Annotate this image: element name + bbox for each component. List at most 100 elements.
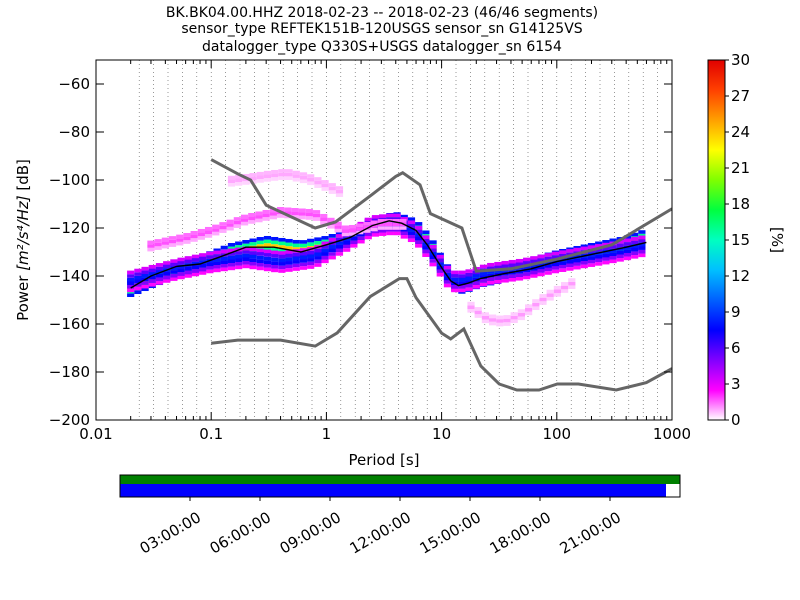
psd-cell [213, 268, 221, 273]
psd-cell [580, 264, 588, 269]
psd-cell [467, 301, 475, 306]
psd-cell [515, 276, 524, 281]
psd-cell [240, 221, 249, 226]
psd-cell [285, 246, 293, 250]
psd-cell [566, 249, 574, 253]
psd-cell [249, 258, 257, 262]
psd-cell [235, 178, 243, 183]
psd-cell [271, 244, 279, 248]
psd-cell [530, 256, 538, 260]
psd-cell [384, 226, 393, 230]
psd-cell [631, 232, 639, 237]
psd-cell [587, 245, 596, 249]
psd-cell [307, 254, 315, 259]
psd-cell [227, 262, 236, 267]
psd-cell [544, 267, 552, 272]
psd-cell [271, 247, 279, 252]
psd-cell [284, 207, 292, 212]
psd-cell [249, 247, 257, 252]
psd-cell [227, 252, 236, 256]
psd-cell [638, 242, 646, 247]
psd-cell [595, 244, 603, 248]
psd-cell [127, 277, 135, 282]
timeline-tick-label: 15:00:00 [417, 508, 484, 557]
psd-cell [415, 222, 423, 226]
psd-cell [299, 240, 308, 244]
psd-cell [220, 249, 228, 254]
psd-cell [356, 227, 364, 231]
psd-cell [508, 274, 516, 278]
psd-cell [177, 261, 185, 265]
psd-cell [392, 219, 400, 223]
psd-cell [176, 238, 184, 242]
psd-cell [328, 237, 336, 242]
psd-cell [292, 174, 300, 178]
psd-cell [262, 209, 270, 214]
psd-cell [364, 232, 372, 236]
psd-cell [233, 224, 241, 228]
psd-cell [494, 261, 502, 266]
psd-cell [465, 276, 473, 281]
psd-cell [134, 268, 142, 273]
psd-cell [249, 173, 257, 177]
psd-cell [314, 248, 322, 253]
psd-cell [587, 263, 596, 267]
psd-cell [127, 293, 135, 297]
psd-cell [256, 179, 264, 183]
colorbar-tick-label: 6 [731, 339, 741, 357]
psd-cell [220, 267, 228, 272]
psd-cell [170, 259, 178, 263]
psd-cell [134, 272, 142, 276]
psd-cell [458, 274, 466, 278]
colorbar-label: [%] [768, 227, 786, 253]
segment-coverage-bar [120, 484, 666, 497]
colorbar-tick-label: 27 [731, 87, 750, 105]
timeline-tick-label: 06:00:00 [207, 508, 274, 557]
psd-cell [551, 266, 560, 270]
psd-cell [523, 275, 531, 280]
psd-cell [602, 257, 610, 261]
psd-cell [321, 180, 329, 184]
y-tick-label: −120 [49, 219, 90, 237]
psd-cell [523, 257, 531, 262]
psd-cell [587, 243, 596, 247]
psd-cell [170, 262, 178, 267]
colorbar: 0 3 6 9 12 15 18 21 24 27 30 [707, 51, 750, 429]
psd-cell [530, 259, 538, 264]
psd-cell [155, 266, 164, 271]
psd-cell [242, 261, 250, 265]
psd-cell [580, 261, 588, 265]
psd-cell [256, 244, 264, 248]
psd-cell [235, 245, 243, 249]
psd-cell [561, 282, 569, 286]
psd-cell [415, 236, 423, 241]
psd-cell [191, 261, 200, 266]
psd-cell [539, 297, 547, 302]
psd-cell [415, 244, 423, 248]
psd-cell [415, 233, 423, 237]
psd-cell [278, 258, 286, 263]
psd-cell [568, 278, 576, 282]
psd-cell [415, 226, 423, 230]
psd-cell [226, 219, 234, 224]
psd-cell [227, 246, 236, 251]
psd-cell [371, 218, 380, 223]
psd-cell [191, 254, 200, 259]
psd-cell [328, 234, 336, 238]
psd-cell [568, 285, 576, 290]
psd-cell [177, 275, 185, 280]
psd-cell [494, 265, 502, 270]
psd-cell [284, 211, 292, 215]
psd-cell [285, 172, 293, 177]
psd-cell [400, 231, 408, 236]
psd-cell [334, 221, 342, 226]
psd-cell [422, 249, 430, 254]
psd-cell [631, 237, 639, 241]
psd-cell [616, 250, 624, 255]
x-tick-label: 100 [542, 425, 571, 443]
psd-cell [226, 223, 234, 227]
psd-cell [134, 286, 142, 291]
psd-cell [307, 181, 315, 186]
psd-cell [429, 259, 437, 263]
psd-cell [292, 177, 300, 182]
